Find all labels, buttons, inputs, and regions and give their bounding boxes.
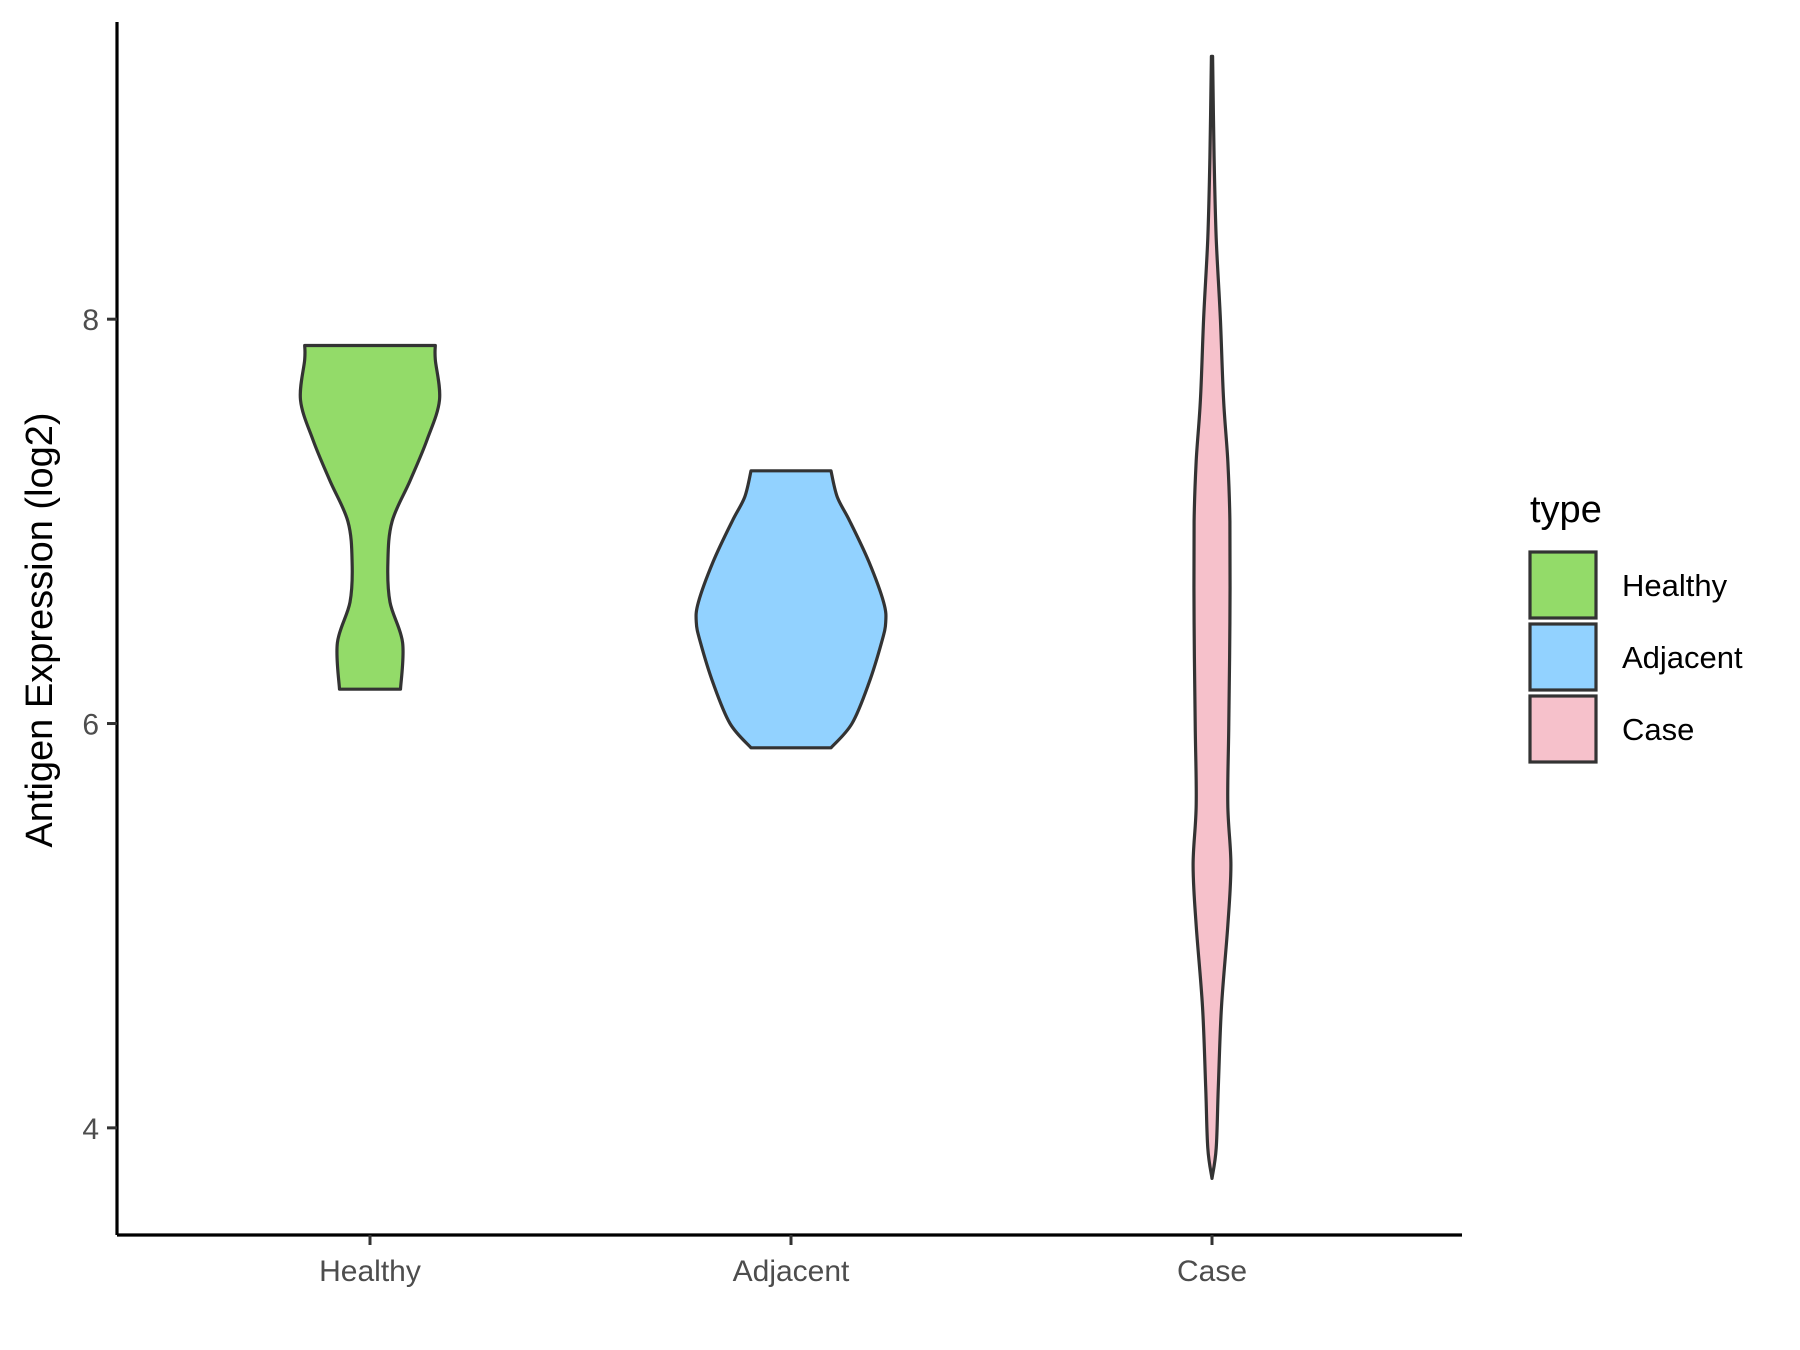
plot-area <box>298 54 1233 1180</box>
y-tick-label: 8 <box>82 304 99 337</box>
x-tick-label: Healthy <box>319 1255 421 1288</box>
x-tick-label: Adjacent <box>733 1255 850 1288</box>
legend-title: type <box>1530 489 1602 531</box>
x-tick-label: Case <box>1177 1255 1247 1288</box>
legend-label-adjacent: Adjacent <box>1622 640 1743 675</box>
y-tick-label: 6 <box>82 709 99 742</box>
violin-healthy <box>298 343 442 691</box>
y-tick-label: 4 <box>82 1113 99 1146</box>
legend: type Healthy Adjacent Case <box>1528 489 1743 764</box>
y-axis: 4 6 8 <box>82 22 119 1235</box>
legend-swatch-adjacent <box>1528 622 1598 692</box>
legend-swatch-case <box>1528 694 1598 764</box>
violin-case <box>1191 54 1233 1180</box>
legend-label-case: Case <box>1622 712 1694 747</box>
violin-adjacent <box>694 469 888 750</box>
legend-label-healthy: Healthy <box>1622 568 1728 603</box>
x-axis: Healthy Adjacent Case <box>117 1233 1462 1288</box>
legend-swatch-healthy <box>1528 550 1598 620</box>
y-axis-title: Antigen Expression (log2) <box>19 412 61 847</box>
